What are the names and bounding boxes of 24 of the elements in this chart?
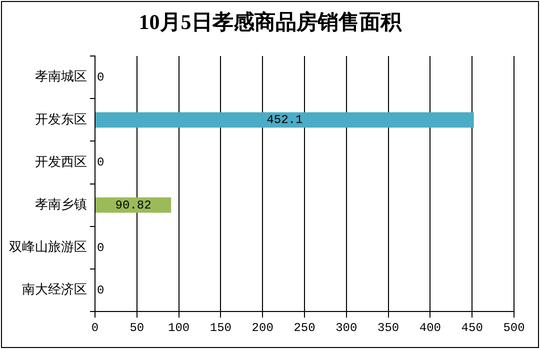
x-tick-label: 150 (210, 320, 232, 335)
data-label: 90.82 (115, 198, 152, 212)
x-tick-label: 100 (168, 320, 190, 335)
y-tick-label: 孝南城区 (35, 70, 87, 85)
x-tick-label: 500 (503, 320, 525, 335)
x-tick-label: 400 (419, 320, 442, 335)
y-tick-label: 孝南乡镇 (35, 197, 87, 212)
y-tick-label: 开发东区 (35, 112, 87, 128)
x-tick-label: 450 (461, 320, 483, 335)
x-tick-label: 350 (377, 320, 400, 335)
y-tick-label: 双峰山旅游区 (9, 240, 87, 256)
x-tick-label: 0 (91, 320, 99, 335)
x-tick-label: 300 (336, 320, 358, 335)
chart-title: 10月5日孝感商品房销售面积 (138, 9, 403, 36)
data-label: 0 (97, 240, 104, 255)
data-label: 452.1 (266, 113, 303, 128)
x-tick-label: 250 (294, 320, 316, 335)
x-tick-label: 50 (130, 320, 144, 335)
data-label: 0 (97, 156, 104, 170)
data-label: 0 (97, 283, 104, 298)
y-tick-label: 南大经济区 (22, 282, 87, 298)
x-tick-label: 200 (252, 320, 274, 335)
y-tick-label: 开发西区 (35, 154, 87, 170)
data-label: 0 (97, 70, 104, 84)
